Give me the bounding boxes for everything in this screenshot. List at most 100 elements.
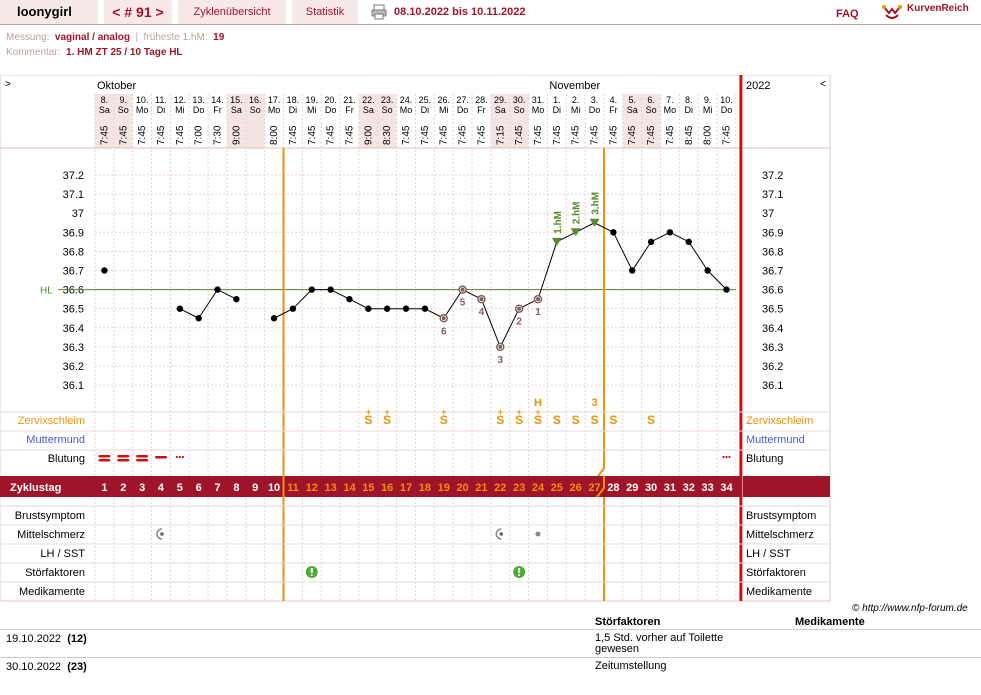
cervical-mucus-mark: S (515, 413, 523, 427)
kurvenreich-logo-icon[interactable] (881, 3, 903, 21)
y-tick-label: 36.8 (63, 246, 84, 258)
cycle-day-number: 12 (306, 482, 318, 494)
day-date: 7. (666, 95, 674, 105)
temp-segment (292, 289, 313, 310)
temp-segment (612, 232, 633, 271)
table-row: 30.10.2022 (23) Zeitumstellung (0, 657, 981, 677)
nav-next: < (820, 79, 826, 90)
day-date: 9. (120, 95, 128, 105)
y-tick-label: 36.2 (63, 361, 84, 373)
hl-label: HL (40, 286, 53, 297)
day-time: 7:45 (175, 125, 186, 145)
day-date: 18. (287, 95, 300, 105)
row-label-disturb: Störfaktoren (25, 567, 85, 579)
bleeding-medium (154, 456, 167, 459)
year-label: 2022 (746, 80, 770, 92)
day-weekday: Mo (400, 105, 413, 115)
y-tick-label: 36.9 (63, 227, 84, 239)
temp-point (666, 229, 674, 236)
weekend-shade (226, 94, 246, 148)
weekend-shade (95, 94, 114, 148)
day-date: 6. (647, 95, 655, 105)
cycle-day-number: 4 (158, 482, 165, 494)
cervical-mucus-plus: + (441, 407, 446, 417)
cycle-day-number: 10 (268, 482, 280, 494)
day-time: 7:45 (721, 125, 732, 145)
bleeding-heavy (117, 455, 130, 458)
event-day: (12) (67, 633, 87, 645)
day-weekday: Mo (136, 105, 149, 115)
cycle-day-number: 14 (343, 482, 356, 494)
day-date: 10. (136, 95, 149, 105)
day-weekday: Mo (268, 105, 281, 115)
high-mark-label: 3.hM (591, 192, 602, 215)
bleeding-spot (728, 455, 731, 459)
day-weekday: Fr (609, 105, 618, 115)
day-time: 8:45 (684, 125, 695, 145)
y-tick-label: 37 (762, 208, 774, 220)
high-mark-label: 2.hM (572, 202, 583, 225)
y-tick-label: 37.2 (63, 170, 84, 182)
temp-point (610, 229, 617, 236)
cervical-mucus-mark: S (440, 413, 448, 427)
cycle-day-number: 27 (588, 482, 600, 494)
cervical-mucus-plus: + (516, 407, 521, 417)
cervical-mucus-mark: S (572, 413, 580, 427)
cycle-info: Messung: vaginal / analog | früheste 1.h… (6, 32, 225, 58)
printer-icon[interactable] (371, 4, 387, 20)
cervical-mucus-mark: S (534, 413, 542, 427)
bleeding-spot (175, 455, 178, 459)
day-time: 7:45 (571, 125, 582, 145)
day-time: 7:45 (420, 125, 431, 145)
day-time: 8:00 (269, 125, 280, 145)
day-weekday: So (382, 105, 393, 115)
y-tick-label: 36.5 (762, 304, 783, 316)
cycle-day-number: 23 (513, 482, 525, 494)
cycle-day-number: 20 (456, 482, 468, 494)
measurement-label: Messung: (6, 32, 50, 43)
y-tick-label: 36.2 (762, 361, 783, 373)
faq-link[interactable]: FAQ (836, 8, 859, 20)
day-weekday: Mi (175, 105, 185, 115)
day-time: 7:45 (646, 125, 657, 145)
day-date: 12. (174, 95, 187, 105)
temp-segment (349, 298, 369, 310)
top-bar: loonygirl < # 91 > Zyklenübersicht Stati… (0, 0, 981, 25)
cycle-day-number: 19 (438, 482, 450, 494)
day-weekday: Di (421, 105, 430, 115)
day-weekday: Di (553, 105, 562, 115)
kurvenreich-logo-text[interactable]: KurvenReich (907, 3, 969, 14)
row-label-lh: LH / SST (746, 548, 791, 560)
y-tick-label: 36.5 (63, 304, 84, 316)
high-mark-label: 1.hM (553, 211, 564, 234)
cycle-day-number: 33 (702, 482, 714, 494)
temp-point (421, 305, 429, 312)
y-tick-label: 36.1 (63, 380, 84, 392)
low-mark-label: 5 (460, 298, 466, 309)
temp-point (365, 305, 372, 312)
low-mark-label: 3 (497, 355, 503, 366)
cycle-day-number: 22 (494, 482, 506, 494)
cervical-mucus-mark: S (364, 413, 372, 427)
tab-cycle-overview[interactable]: Zyklenübersicht (178, 0, 286, 24)
disturbance-icon-dot (310, 574, 313, 576)
day-time: 7:45 (307, 125, 318, 145)
cycle-navigator[interactable]: < # 91 > (104, 0, 172, 24)
temp-segment (273, 308, 294, 319)
cycle-day-number: 7 (214, 482, 220, 494)
event-text: 1,5 Std. vorher auf Toilette gewesen (595, 632, 724, 655)
earliest-hm-value: 19 (213, 32, 225, 43)
day-weekday: Di (289, 105, 298, 115)
temp-segment (198, 289, 218, 319)
temp-segment (217, 289, 237, 300)
day-weekday: Mo (532, 105, 545, 115)
tab-statistics[interactable]: Statistik (292, 0, 358, 24)
temp-segment (330, 289, 350, 300)
temp-segment (537, 241, 558, 300)
mittelschmerz-icon (535, 531, 541, 537)
day-weekday: Mi (703, 105, 713, 115)
day-date: 20. (324, 95, 337, 105)
col-disturb-header: Störfaktoren (595, 616, 661, 628)
row-label-disturb: Störfaktoren (746, 567, 806, 579)
day-weekday: Fr (213, 105, 222, 115)
